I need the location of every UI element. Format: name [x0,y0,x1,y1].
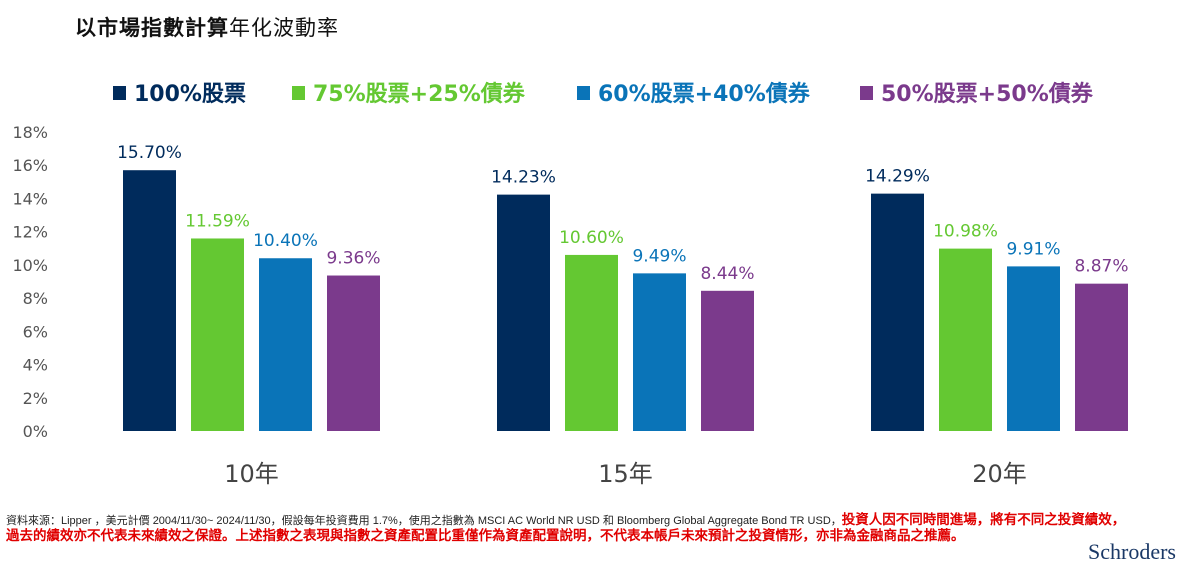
data-label: 8.87% [1074,257,1128,277]
y-tick-label: 2% [23,389,48,408]
data-label: 8.44% [700,264,754,284]
source-text: 資料來源：Lipper ，美元計價 2004/11/30~ 2024/11/30… [6,515,842,527]
legend-label: 50%股票+50%債券 [881,81,1094,107]
warning-text-1: 投資人因不同時間進場，將有不同之投資績效， [841,512,1126,527]
data-label: 10.40% [253,231,318,251]
data-label: 9.36% [326,249,380,269]
y-tick-label: 0% [23,422,48,441]
bar [259,258,312,431]
bar [565,254,618,431]
y-tick-label: 18% [12,123,48,142]
y-tick-label: 16% [12,156,48,175]
footnote-source: 資料來源：Lipper ，美元計價 2004/11/30~ 2024/11/30… [6,512,1125,529]
y-tick-label: 6% [23,322,48,341]
x-category-label: 15年 [598,460,653,488]
data-label: 9.49% [632,246,686,266]
x-category-label: 20年 [972,460,1027,488]
bar [701,290,754,431]
data-label: 14.23% [491,168,556,188]
title-normal: 年化波動率 [229,16,339,40]
bar [497,194,550,431]
warning-text-2: 過去的績效亦不代表未來績效之保證。上述指數之表現與指數之資產配置比重僅作為資產配… [6,528,965,543]
data-label: 9.91% [1006,239,1060,259]
y-tick-label: 8% [23,289,48,308]
chart-title: 以市場指數計算年化波動率 [75,12,339,42]
bar-chart: 0%2%4%6%8%10%12%14%16%18%15.70%11.59%10.… [12,81,1128,488]
schroders-logo: Schroders [1088,539,1176,564]
y-tick-label: 12% [12,223,48,242]
data-label: 10.60% [559,228,624,248]
data-label: 14.29% [865,167,930,187]
legend-swatch [113,86,126,100]
legend-swatch [577,86,590,100]
x-category-label: 10年 [224,460,279,488]
legend-swatch [860,86,873,100]
bar [191,238,244,431]
legend-swatch [292,86,305,100]
bar [1075,283,1128,431]
legend-label: 100%股票 [134,82,246,107]
y-tick-label: 14% [12,189,48,208]
title-bold: 以市場指數計算 [75,16,229,40]
bar [633,273,686,431]
y-tick-label: 4% [23,356,48,375]
y-tick-label: 10% [12,256,48,275]
legend-label: 60%股票+40%債券 [598,81,811,107]
bar [327,275,380,431]
bar [871,193,924,431]
data-label: 10.98% [933,222,998,242]
bar [123,170,176,431]
bar [1007,266,1060,431]
data-label: 15.70% [117,143,182,163]
data-label: 11.59% [185,211,250,231]
bar [939,248,992,431]
legend-label: 75%股票+25%債券 [313,81,526,107]
